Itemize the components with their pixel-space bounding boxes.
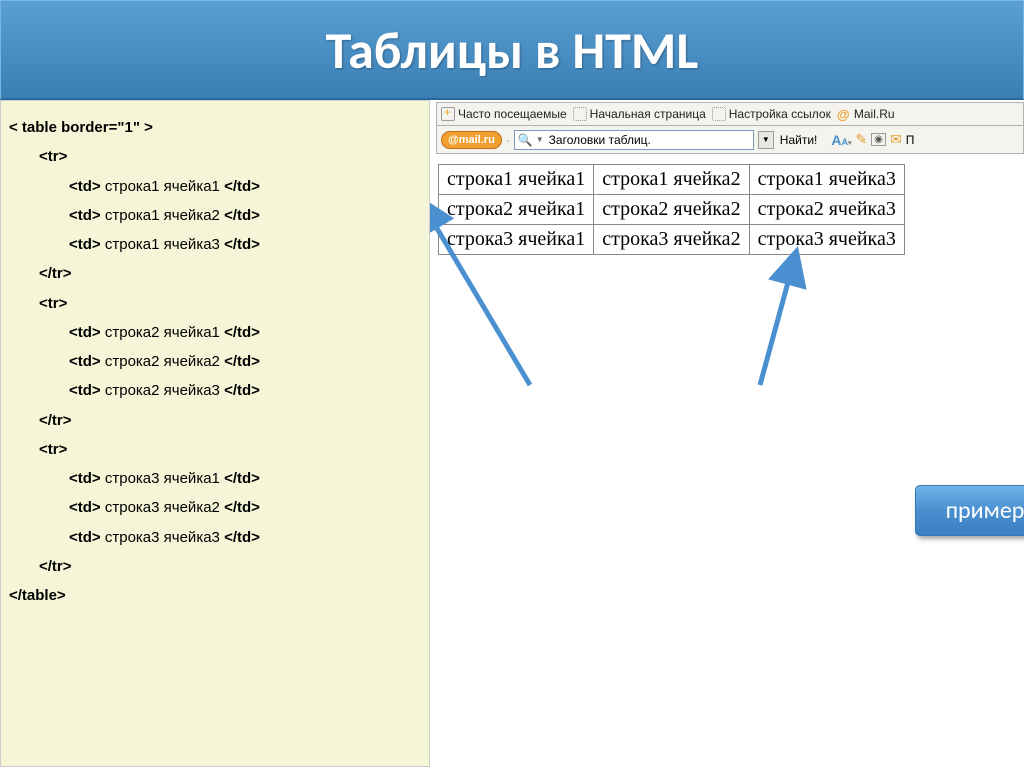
result-panel: Часто посещаемые Начальная страница Наст…: [430, 100, 1024, 767]
plus-icon: [441, 107, 455, 121]
code-line: <td> строка2 ячейка2 </td>: [9, 347, 421, 376]
page-icon: [712, 107, 726, 121]
code-line: </tr>: [9, 406, 421, 435]
dropdown-button[interactable]: ▼: [758, 131, 774, 149]
callout-example: пример: [915, 485, 1024, 536]
browser-bookmarks-bar: Часто посещаемые Начальная страница Наст…: [436, 102, 1024, 126]
mail-label: П: [906, 133, 915, 147]
code-line: <tr>: [9, 435, 421, 464]
slide-header: Таблицы в HTML: [0, 0, 1024, 100]
mail-icon[interactable]: ✉: [890, 131, 902, 148]
bookmark-label: Mail.Ru: [854, 107, 895, 121]
mailru-logo[interactable]: @mail.ru: [441, 131, 502, 149]
bookmark-label: Настройка ссылок: [729, 107, 831, 121]
code-line: <td> строка1 ячейка2 </td>: [9, 201, 421, 230]
table-cell: строка1 ячейка2: [594, 165, 749, 195]
arrow-example: [430, 100, 1024, 520]
code-line: <tr>: [9, 142, 421, 171]
code-line: <td> строка1 ячейка1 </td>: [9, 172, 421, 201]
code-line: <td> строка2 ячейка1 </td>: [9, 318, 421, 347]
bookmark-startpage[interactable]: Начальная страница: [573, 107, 706, 121]
code-line: <td> строка3 ячейка1 </td>: [9, 464, 421, 493]
search-field-wrap[interactable]: 🔍 ▼: [514, 130, 754, 150]
at-icon: @: [837, 107, 851, 121]
code-line: <td> строка3 ячейка2 </td>: [9, 493, 421, 522]
code-line: </tr>: [9, 259, 421, 288]
find-button[interactable]: Найти!: [778, 133, 820, 147]
code-panel: < table border="1" ><tr><td> строка1 яче…: [0, 100, 430, 767]
code-line: </table>: [9, 581, 421, 610]
table-cell: строка2 ячейка1: [439, 195, 594, 225]
code-line: <td> строка3 ячейка3 </td>: [9, 523, 421, 552]
table-row: строка1 ячейка1строка1 ячейка2строка1 яч…: [439, 165, 905, 195]
table-cell: строка2 ячейка3: [749, 195, 904, 225]
table-cell: строка3 ячейка1: [439, 225, 594, 255]
bookmark-frequent[interactable]: Часто посещаемые: [441, 107, 567, 121]
bookmark-links[interactable]: Настройка ссылок: [712, 107, 831, 121]
table-cell: строка1 ячейка3: [749, 165, 904, 195]
arrow-result: [430, 100, 1024, 520]
table-cell: строка2 ячейка2: [594, 195, 749, 225]
separator: ·: [506, 133, 510, 147]
table-cell: строка3 ячейка2: [594, 225, 749, 255]
bookmark-label: Начальная страница: [590, 107, 706, 121]
text-size-icon[interactable]: AA▾: [831, 132, 851, 148]
table-cell: строка1 ячейка1: [439, 165, 594, 195]
table-row: строка2 ячейка1строка2 ячейка2строка2 яч…: [439, 195, 905, 225]
camera-icon[interactable]: ◉: [871, 133, 886, 146]
result-table: строка1 ячейка1строка1 ячейка2строка1 яч…: [438, 164, 905, 255]
bookmark-label: Часто посещаемые: [458, 107, 567, 121]
slide-title: Таблицы в HTML: [326, 18, 699, 82]
result-table-wrap: строка1 ячейка1строка1 ячейка2строка1 яч…: [438, 164, 1016, 255]
content-area: < table border="1" ><tr><td> строка1 яче…: [0, 100, 1024, 767]
search-icon: 🔍: [518, 133, 533, 147]
code-line: <td> строка1 ячейка3 </td>: [9, 230, 421, 259]
browser-search-bar: @mail.ru · 🔍 ▼ ▼ Найти! AA▾ ✎ ◉ ✉ П: [436, 126, 1024, 154]
code-line: < table border="1" >: [9, 113, 421, 142]
code-line: <tr>: [9, 289, 421, 318]
table-row: строка3 ячейка1строка3 ячейка2строка3 яч…: [439, 225, 905, 255]
chevron-down-icon: ▼: [536, 135, 544, 144]
code-line: </tr>: [9, 552, 421, 581]
bookmark-mailru[interactable]: @ Mail.Ru: [837, 107, 895, 121]
table-cell: строка3 ячейка3: [749, 225, 904, 255]
highlight-icon[interactable]: ✎: [856, 131, 868, 148]
page-icon: [573, 107, 587, 121]
code-line: <td> строка2 ячейка3 </td>: [9, 376, 421, 405]
search-input[interactable]: [547, 132, 750, 148]
